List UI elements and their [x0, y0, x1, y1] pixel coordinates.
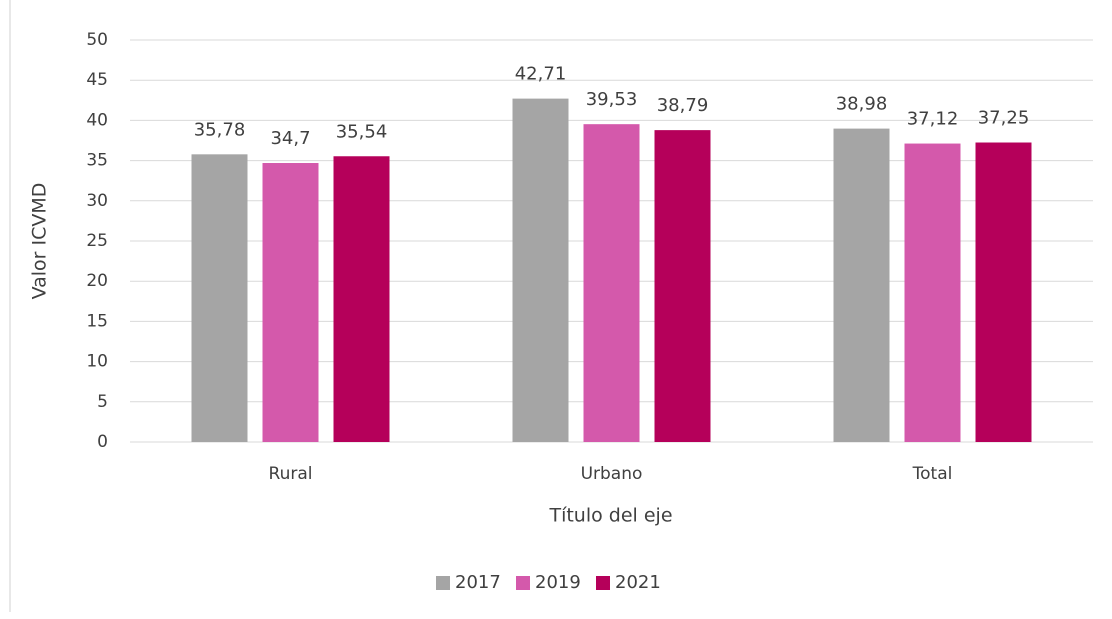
data-label: 37,25 [978, 108, 1030, 129]
data-label: 39,53 [586, 89, 638, 110]
legend-swatch [436, 576, 450, 590]
data-label: 35,78 [194, 119, 246, 140]
y-axis-title: Valor ICVMD [29, 183, 51, 300]
y-tick-label: 10 [86, 352, 108, 372]
legend-swatch [516, 576, 530, 590]
x-tick-label: Urbano [581, 464, 643, 484]
y-tick-label: 30 [86, 191, 108, 211]
data-label: 34,7 [270, 128, 310, 149]
bar [512, 98, 569, 442]
legend-swatch [596, 576, 610, 590]
bar [654, 130, 711, 442]
bar [583, 124, 640, 442]
y-tick-label: 45 [86, 70, 108, 90]
data-label: 37,12 [907, 109, 959, 130]
bar [904, 143, 961, 442]
y-tick-label: 50 [86, 30, 108, 50]
x-tick-label: Total [912, 464, 953, 484]
legend-label: 2019 [535, 572, 581, 593]
data-label: 42,71 [515, 64, 567, 85]
legend-label: 2017 [455, 572, 501, 593]
y-tick-label: 40 [86, 110, 108, 130]
bar [191, 154, 248, 442]
y-tick-label: 0 [97, 432, 108, 452]
data-label: 38,79 [657, 95, 709, 116]
data-label: 35,54 [336, 121, 388, 142]
bar [262, 163, 319, 442]
bar [333, 156, 390, 442]
y-tick-label: 5 [97, 392, 108, 412]
y-tick-label: 15 [86, 311, 108, 331]
y-tick-label: 25 [86, 231, 108, 251]
bar [833, 128, 890, 442]
data-label: 38,98 [836, 94, 888, 115]
y-tick-label: 20 [86, 271, 108, 291]
y-tick-label: 35 [86, 151, 108, 171]
bar [975, 142, 1032, 442]
legend-label: 2021 [615, 572, 661, 593]
x-tick-label: Rural [269, 464, 313, 484]
x-axis-title: Título del eje [548, 505, 672, 527]
